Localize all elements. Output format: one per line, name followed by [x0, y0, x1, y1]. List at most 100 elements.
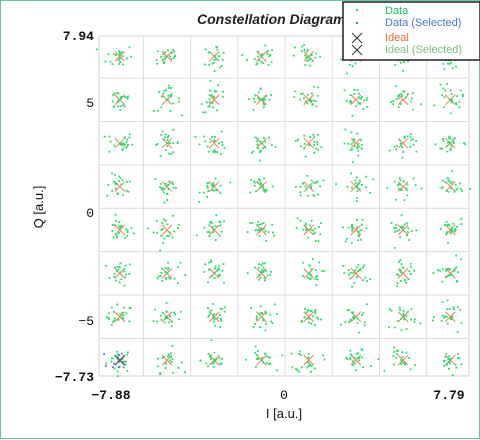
- data-point: [447, 141, 449, 144]
- data-point: [399, 236, 402, 238]
- data-point: [173, 277, 176, 280]
- data-point: [442, 87, 445, 90]
- data-point: [124, 276, 127, 279]
- data-point: [318, 226, 320, 228]
- data-point: [204, 48, 207, 51]
- data-point: [304, 155, 307, 158]
- data-point: [164, 219, 167, 222]
- data-point: [165, 362, 168, 365]
- data-point: [272, 231, 274, 234]
- data-point: [216, 269, 219, 272]
- data-point: [263, 146, 266, 149]
- data-point: [166, 223, 169, 226]
- data-point: [220, 318, 222, 320]
- data-point: [448, 141, 450, 143]
- data-point: [304, 64, 307, 66]
- data-point: [203, 135, 206, 138]
- data-point: [112, 106, 115, 109]
- data-point: [253, 184, 256, 187]
- data-point: [458, 106, 461, 109]
- data-point: [117, 92, 120, 95]
- data-point: [449, 149, 452, 152]
- data-point: [257, 91, 260, 94]
- data-point: [157, 109, 159, 112]
- data-point: [165, 184, 168, 187]
- data-point: [449, 147, 452, 150]
- data-point: [323, 358, 326, 361]
- data-point: [211, 62, 214, 65]
- data-point: [309, 98, 312, 101]
- data-point: [219, 224, 222, 227]
- data-point: [128, 320, 131, 323]
- data-point: [296, 369, 299, 372]
- data-point: [160, 188, 163, 191]
- data-point: [304, 185, 307, 188]
- data-point: [305, 57, 307, 60]
- data-point: [399, 280, 402, 282]
- data-point: [167, 94, 170, 97]
- data-point: [401, 361, 404, 363]
- data-point: [110, 324, 113, 326]
- data-point: [444, 89, 447, 92]
- data-point: [167, 142, 170, 144]
- data-point: [262, 228, 265, 230]
- data-point: [126, 235, 129, 237]
- data-point: [162, 312, 164, 314]
- data-point: [162, 242, 164, 244]
- data-point: [119, 313, 122, 316]
- data-point: [111, 63, 114, 66]
- data-point: [355, 176, 358, 179]
- data-point: [406, 183, 409, 186]
- data-point: [305, 226, 308, 229]
- data-point: [317, 240, 320, 243]
- data-points: [95, 39, 471, 378]
- data-point: [159, 183, 162, 185]
- data-point: [262, 186, 264, 189]
- data-point: [398, 93, 401, 96]
- data-point: [261, 359, 263, 361]
- data-point: [449, 89, 452, 92]
- data-point: [167, 188, 170, 191]
- data-point: [220, 319, 223, 322]
- data-point: [437, 269, 439, 272]
- data-point: [439, 83, 442, 86]
- data-point: [156, 62, 159, 65]
- data-point: [167, 87, 170, 89]
- data-point: [270, 61, 273, 64]
- data-point: [116, 236, 118, 239]
- data-point: [164, 55, 167, 58]
- data-point: [392, 100, 395, 102]
- data-point: [223, 220, 226, 223]
- data-point: [313, 85, 316, 88]
- data-point: [352, 316, 355, 318]
- data-point: [161, 357, 164, 359]
- legend-ideal-selected-label: Ideal (Selected): [385, 44, 462, 56]
- data-point: [205, 362, 208, 365]
- selected-data-point: [117, 356, 119, 359]
- data-point: [409, 133, 412, 136]
- data-point: [213, 313, 216, 315]
- data-point: [126, 231, 129, 234]
- data-point: [219, 325, 222, 328]
- data-point: [222, 263, 225, 265]
- data-point: [451, 229, 454, 232]
- data-point: [307, 352, 310, 355]
- data-point: [345, 356, 348, 359]
- data-point: [317, 148, 320, 151]
- data-point: [248, 98, 250, 101]
- data-point: [208, 231, 211, 233]
- data-point: [449, 232, 452, 235]
- data-point: [166, 317, 169, 319]
- data-point: [353, 145, 356, 147]
- data-point: [110, 306, 113, 309]
- data-point: [395, 223, 398, 226]
- data-point: [206, 231, 209, 233]
- data-point: [398, 177, 401, 180]
- data-point: [120, 225, 123, 228]
- data-point: [207, 190, 210, 193]
- data-point: [262, 319, 265, 322]
- data-point: [335, 183, 337, 186]
- data-point: [118, 54, 121, 57]
- data-point: [249, 191, 252, 194]
- legend[interactable]: Data Data (Selected) Ideal Ideal (Select…: [342, 1, 480, 61]
